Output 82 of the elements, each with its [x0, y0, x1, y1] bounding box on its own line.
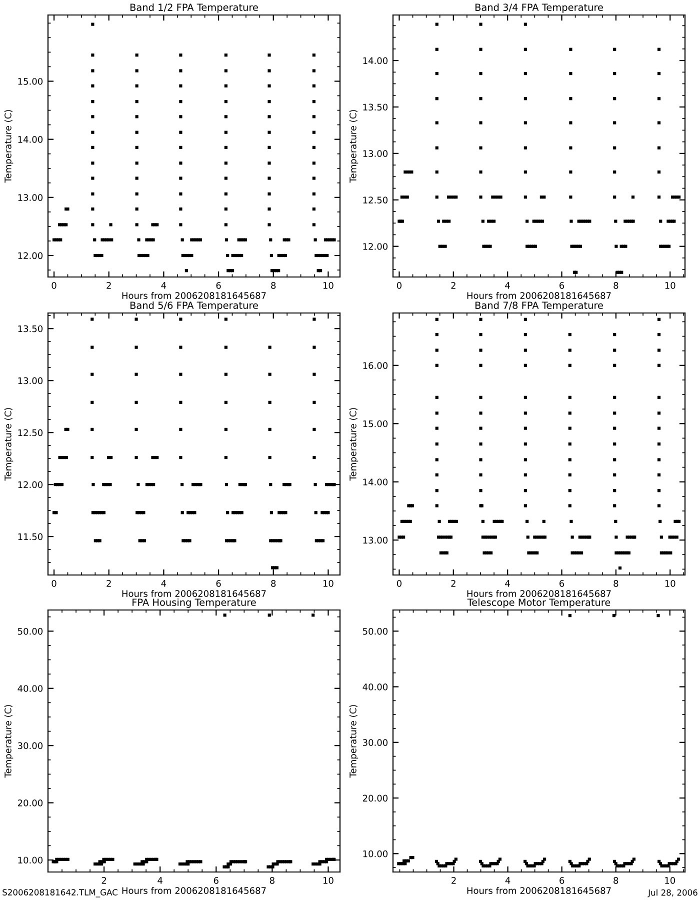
y-tick-label: 10.00	[363, 850, 388, 858]
chart-title: Telescope Motor Temperature	[467, 598, 610, 608]
y-tick-label: 14.00	[363, 478, 388, 486]
x-tick-label: 8	[614, 877, 618, 884]
x-tick-label: 6	[560, 877, 564, 884]
y-tick-label: 20.00	[18, 800, 43, 806]
x-axis-title: Hours from 2006208181645687	[122, 590, 266, 597]
y-tick-label: 13.00	[363, 536, 388, 544]
x-tick-label: 6	[560, 282, 564, 289]
x-tick-label: 4	[161, 282, 166, 289]
y-tick-label: 12.50	[363, 196, 388, 204]
chart-title: Band 5/6 FPA Temperature	[130, 301, 258, 311]
y-tick-label: 14.00	[18, 136, 43, 143]
x-tick-label: 0	[52, 282, 56, 289]
y-tick-label: 11.50	[18, 533, 43, 540]
x-axis-title: Hours from 2006208181645687	[122, 886, 266, 894]
y-tick-label: 40.00	[362, 683, 388, 690]
x-tick-label: 2	[451, 282, 456, 289]
y-axis-title: Temperature (C)	[349, 705, 358, 778]
x-tick-label: 8	[614, 580, 618, 587]
y-tick-label: 12.00	[18, 481, 43, 488]
y-tick-label: 12.00	[18, 252, 43, 260]
y-axis-title: Temperature (C)	[4, 408, 14, 481]
x-tick-label: 0	[396, 282, 402, 289]
x-tick-label: 6	[216, 282, 221, 289]
y-tick-label: 30.00	[362, 739, 388, 746]
y-tick-label: 30.00	[18, 742, 43, 750]
y-axis-title: Temperature (C)	[349, 110, 358, 183]
x-tick-label: 2	[102, 877, 106, 884]
y-tick-label: 13.50	[18, 325, 43, 332]
y-tick-label: 13.00	[18, 377, 43, 384]
y-tick-label: 15.00	[363, 420, 388, 428]
x-axis-title: Hours from 2006208181645687	[467, 292, 611, 299]
x-tick-label: 10	[323, 580, 334, 587]
chart-title: Band 7/8 FPA Temperature	[475, 301, 603, 311]
y-tick-label: 13.00	[18, 194, 43, 201]
x-tick-label: 2	[106, 282, 111, 289]
x-tick-label: 10	[665, 877, 676, 884]
y-axis-title: Temperature (C)	[349, 408, 358, 481]
x-tick-label: 6	[560, 580, 564, 587]
y-tick-label: 13.50	[363, 104, 388, 111]
x-tick-label: 10	[665, 282, 676, 289]
chart-title: Band 3/4 FPA Temperature	[475, 3, 603, 13]
y-tick-label: 12.50	[18, 429, 43, 436]
x-tick-label: 10	[323, 282, 334, 289]
x-tick-label: 8	[271, 580, 276, 587]
y-tick-label: 40.00	[18, 685, 43, 692]
y-tick-label: 10.00	[18, 856, 43, 864]
x-tick-label: 6	[216, 580, 221, 587]
x-tick-label: 10	[665, 580, 676, 587]
text: S2006208181642.TLM_GAC	[2, 889, 118, 898]
x-axis-title: Hours from 2006208181645687	[122, 292, 266, 299]
x-tick-label: 2	[452, 877, 456, 884]
x-tick-label: 4	[158, 877, 162, 884]
y-tick-label: 20.00	[362, 794, 388, 802]
y-tick-label: 12.00	[363, 243, 388, 250]
x-axis-title: Hours from 2006208181645687	[467, 886, 611, 894]
chart-title: Band 1/2 FPA Temperature	[130, 3, 258, 13]
x-tick-label: 2	[106, 580, 111, 587]
x-tick-label: 8	[270, 877, 274, 884]
x-tick-label: 2	[451, 580, 456, 587]
x-tick-label: 8	[614, 282, 618, 289]
x-tick-label: 0	[396, 580, 402, 587]
y-tick-label: 50.00	[18, 628, 43, 635]
y-tick-label: 14.00	[363, 57, 388, 64]
y-tick-label: 15.00	[18, 78, 43, 85]
x-tick-label: 4	[505, 282, 510, 289]
y-tick-label: 13.00	[363, 150, 388, 157]
y-axis-title: Temperature (C)	[4, 705, 14, 778]
chart-title: FPA Housing Temperature	[132, 598, 256, 608]
text: Jul 28, 2006	[648, 889, 698, 898]
x-tick-label: 4	[505, 580, 510, 587]
y-tick-label: 50.00	[362, 628, 388, 635]
x-tick-label: 4	[505, 877, 510, 884]
x-tick-label: 4	[161, 580, 166, 587]
y-axis-title: Temperature (C)	[4, 110, 14, 183]
x-axis-title: Hours from 2006208181645687	[467, 590, 611, 597]
y-tick-label: 16.00	[363, 362, 388, 369]
x-tick-label: 8	[271, 282, 276, 289]
x-tick-label: 10	[323, 877, 334, 884]
x-tick-label: 6	[214, 877, 218, 884]
x-tick-label: 0	[52, 580, 56, 587]
